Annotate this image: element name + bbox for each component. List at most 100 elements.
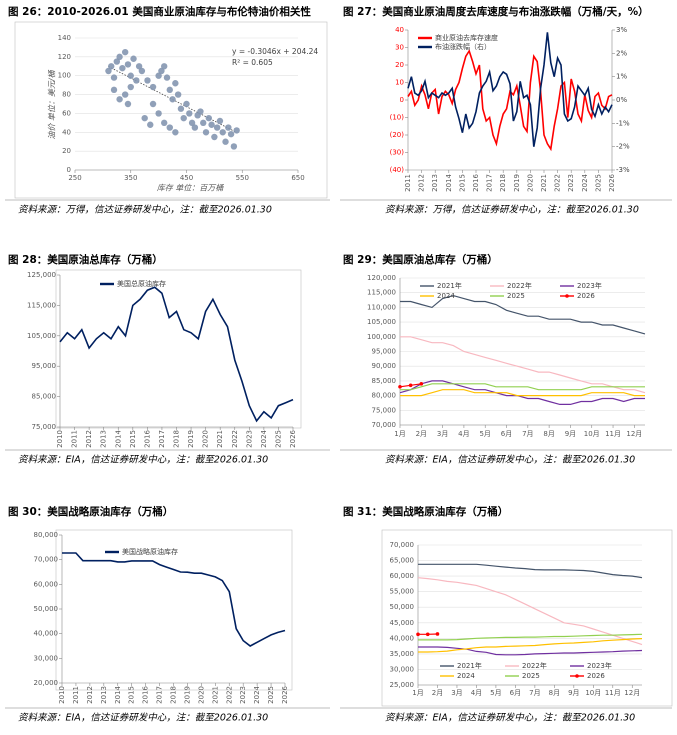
series-marker: [425, 632, 430, 637]
y-tick-label: 40: [62, 128, 71, 136]
y-tick-label: 125,000: [27, 271, 56, 279]
x-tick-label: 11月: [605, 430, 621, 438]
source-note: 资料来源：EIA，信达证券研发中心，注：截至2026.01.30: [18, 454, 268, 466]
scatter-point: [200, 119, 207, 127]
series-line: [62, 552, 286, 647]
y-tick-label: 2%: [616, 49, 627, 57]
legend-label: 2026: [577, 292, 595, 300]
source-note: 资料来源：EIA，信达证券研发中心，注：截至2026.01.30: [385, 454, 635, 466]
legend-label: 美国战略原油库存: [122, 547, 178, 556]
x-tick-label: 350: [124, 174, 137, 182]
x-tick-label: 8月: [543, 430, 554, 438]
x-tick-label: 2014: [445, 173, 453, 191]
series-line: [407, 32, 613, 147]
scatter-point: [110, 74, 118, 81]
series-line: [400, 336, 646, 394]
x-tick-label: 2019: [187, 430, 195, 448]
source-note: 资料来源：万得，信达证券研发中心，注：截至2026.01.30: [385, 204, 639, 216]
series-line: [407, 49, 613, 152]
y-tick-label: 30,000: [34, 654, 59, 662]
scatter-point: [116, 53, 123, 61]
series-marker: [435, 632, 440, 636]
legend-label: 2023年: [587, 661, 612, 670]
series-line: [59, 286, 294, 423]
chart-frame: [381, 529, 673, 707]
scatter-point: [127, 83, 134, 91]
scatter-point: [174, 91, 182, 98]
legend-label: 2024: [457, 672, 475, 680]
scatter-point: [183, 100, 190, 108]
y-tick-label: 115,000: [27, 301, 56, 309]
chart-frame: [55, 269, 302, 429]
source-note: 资料来源：万得，信达证券研发中心，注：截至2026.01.30: [18, 204, 272, 216]
legend-label: 2025: [522, 672, 540, 680]
x-tick-label: 2024: [253, 685, 261, 703]
x-tick-label: 2023: [567, 174, 575, 192]
figure-caption: 图 31：美国战略原油库存（万桶）: [343, 505, 508, 518]
x-tick-label: 650: [291, 174, 304, 182]
series-marker: [416, 632, 420, 637]
y-tick-label: 60: [62, 109, 71, 117]
scatter-point: [202, 129, 210, 136]
y-tick-label: -2%: [616, 143, 630, 151]
x-tick-label: 5月: [479, 430, 490, 438]
legend-label: 2021年: [457, 661, 482, 670]
x-tick-label: 10月: [585, 689, 601, 697]
x-tick-label: 2022: [225, 686, 233, 704]
scatter-point: [124, 61, 132, 68]
x-tick-label: 2015: [128, 686, 136, 704]
y-tick-label: 45,000: [390, 619, 415, 627]
y-tick-label: 20: [62, 147, 71, 155]
scatter-point: [172, 129, 179, 136]
x-tick-label: 450: [180, 174, 193, 182]
x-tick-label: 2025: [274, 430, 282, 448]
scatter-point: [149, 100, 157, 108]
y-tick-label: 35,000: [390, 650, 415, 658]
y-tick-label: 40,000: [390, 634, 415, 642]
y-tick-label: 110,000: [367, 303, 396, 311]
y-tick-label: 100: [58, 72, 71, 80]
x-tick-label: 2012: [85, 430, 93, 448]
x-tick-label: 2010: [56, 430, 64, 448]
x-tick-label: 2014: [114, 685, 122, 703]
scatter-point: [172, 80, 179, 87]
figure-caption: 图 27：美国商业原油周度去库速度与布油涨跌幅（万桶/天，%）: [343, 5, 649, 18]
scatter-point: [219, 129, 226, 136]
y-tick-label: 70,000: [390, 541, 415, 549]
figure-caption: 图 26：2010-2026.01 美国商业原油库存与布伦特油价相关性: [8, 5, 311, 18]
x-tick-label: 3月: [451, 689, 462, 697]
x-tick-label: 2013: [431, 174, 439, 192]
scatter-point: [155, 110, 162, 117]
scatter-point: [180, 114, 187, 122]
x-tick-label: 9月: [565, 430, 576, 438]
y-tick-label: 40,000: [34, 630, 59, 638]
legend-marker: [565, 294, 569, 298]
x-tick-label: 2016: [472, 173, 480, 191]
figure-caption: 图 29：美国原油总库存（万桶）: [343, 253, 498, 266]
x-tick-label: 2017: [158, 430, 166, 448]
x-tick-label: 550: [236, 174, 249, 182]
scatter-point: [161, 63, 168, 70]
scatter-point: [147, 121, 154, 128]
x-tick-label: 2020: [526, 174, 534, 192]
scatter-point: [119, 64, 126, 72]
legend-label: 2025: [507, 292, 525, 300]
x-tick-label: 2026: [608, 173, 616, 191]
y-tick-label: 30: [395, 44, 404, 52]
scatter-point: [105, 67, 112, 75]
x-tick-label: 12月: [626, 430, 642, 438]
series-line: [418, 563, 643, 579]
scatter-point: [211, 133, 218, 141]
scatter-point: [116, 96, 123, 103]
y-tick-label: 115,000: [367, 289, 396, 297]
y-tick-label: 80,000: [34, 531, 59, 539]
scatter-point: [144, 77, 151, 84]
series-marker: [419, 382, 424, 386]
y-tick-label: 65,000: [390, 557, 415, 565]
x-tick-label: 1月: [394, 430, 405, 438]
x-tick-label: 2017: [486, 174, 494, 192]
series-marker: [408, 383, 413, 388]
y-tick-label: 105,000: [367, 318, 396, 326]
x-tick-label: 2022: [231, 430, 239, 448]
y-tick-label: 40: [395, 26, 404, 34]
